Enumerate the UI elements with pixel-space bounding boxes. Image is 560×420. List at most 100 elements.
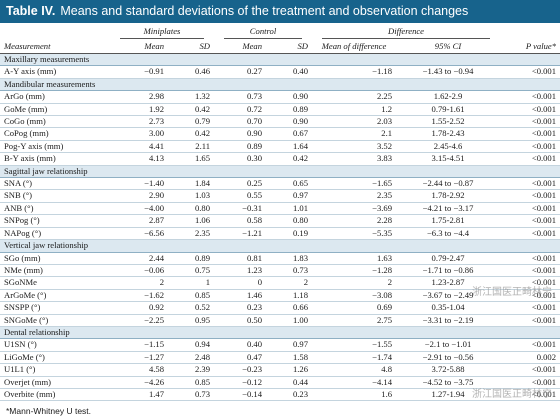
cell-p-value: <0.001 (500, 314, 560, 327)
cell-measurement: SNB (°) (0, 189, 110, 203)
table-row: SNA (°) −1.40 1.84 0.25 0.65 −1.65 −2.44 to −0… (0, 177, 560, 191)
cell-ci: 3.15-4.51 (396, 152, 501, 166)
cell-ci: 1.78-2.92 (396, 189, 501, 203)
table-row: LiGoMe (°) −1.27 2.48 0.47 1.58 −1.74 −2.91 to… (0, 351, 560, 365)
cell-ci: −2.44 to −0.87 (396, 177, 501, 191)
cell-mean-control: 0.89 (214, 140, 267, 154)
cell-sd-control: 0.66 (266, 301, 313, 315)
table-row: ArGoMe (°) −1.62 0.85 1.46 1.18 −3.08 −3.67 to… (0, 289, 560, 303)
cell-sd-control: 1.64 (266, 140, 313, 154)
cell-p-value: <0.001 (500, 202, 560, 216)
cell-mean-difference: −1.28 (312, 264, 397, 278)
cell-mean-control: 0.81 (214, 252, 267, 265)
cell-mean-difference: 0.69 (312, 301, 397, 315)
cell-p-value: <0.001 (500, 189, 560, 203)
cell-mean-control: 1.23 (214, 264, 267, 278)
watermark-text-lower: 浙江国医正畸林宁 (472, 389, 552, 400)
cell-measurement: CoGo (mm) (0, 115, 110, 129)
cell-sd-miniplates: 0.75 (168, 264, 215, 278)
cell-sd-miniplates: 0.95 (168, 314, 215, 327)
cell-sd-control: 0.90 (266, 90, 313, 104)
cell-sd-miniplates: 0.46 (168, 65, 215, 79)
table-row: Pog-Y axis (mm) 4.41 2.11 0.89 1.64 3.52 2.45-… (0, 140, 560, 154)
col-sd-control: SD (266, 39, 313, 54)
cell-sd-miniplates: 1.65 (168, 152, 215, 166)
cell-sd-miniplates: 0.89 (168, 252, 215, 265)
cell-p-value: <0.001 (500, 301, 560, 315)
cell-p-value: <0.001 (500, 252, 560, 265)
cell-mean-control: 0.40 (214, 338, 267, 352)
cell-measurement: Pog-Y axis (mm) (0, 140, 110, 154)
cell-mean-difference: 2.28 (312, 214, 397, 228)
table-row: Overjet (mm) −4.26 0.85 −0.12 0.44 −4.14 −4.52… (0, 376, 560, 389)
cell-mean-difference: 3.83 (312, 152, 397, 166)
cell-mean-control: 0 (214, 276, 267, 290)
cell-mean-miniplates: −1.62 (110, 289, 168, 303)
cell-measurement: LiGoMe (°) (0, 351, 110, 365)
cell-sd-miniplates: 1.03 (168, 189, 215, 203)
cell-mean-control: 0.47 (214, 351, 267, 365)
cell-ci: −3.31 to −2.19 (396, 314, 501, 327)
cell-p-value: <0.001 (500, 140, 560, 154)
cell-mean-miniplates: −1.27 (110, 351, 168, 365)
section-title: Mandibular measurements (0, 78, 560, 92)
cell-mean-control: −1.21 (214, 227, 267, 241)
table-caption: Means and standard deviations of the tre… (60, 4, 469, 18)
table-body: Maxillary measurements A-Y axis (mm) −0.91… (0, 53, 560, 402)
col-p-value: P value* (500, 39, 560, 54)
cell-mean-difference: 1.6 (312, 388, 397, 402)
table-row: SGoNMe 2 1 0 2 2 1.23-2.87 <0.001 (0, 276, 560, 290)
cell-mean-miniplates: −2.25 (110, 314, 168, 327)
cell-mean-miniplates: 1.47 (110, 388, 168, 402)
cell-p-value: <0.001 (500, 227, 560, 241)
cell-mean-miniplates: −4.00 (110, 202, 168, 216)
cell-sd-control: 0.97 (266, 338, 313, 352)
cell-sd-miniplates: 1.06 (168, 214, 215, 228)
cell-measurement: Overjet (mm) (0, 376, 110, 389)
section-header: Maxillary measurements (0, 53, 560, 67)
cell-mean-difference: 2.35 (312, 189, 397, 203)
cell-ci: −2.91 to −0.56 (396, 351, 501, 365)
cell-measurement: Overbite (mm) (0, 388, 110, 402)
cell-measurement: SNA (°) (0, 177, 110, 191)
cell-mean-miniplates: −4.26 (110, 376, 168, 389)
cell-sd-control: 1.26 (266, 363, 313, 377)
section-header: Mandibular measurements (0, 78, 560, 92)
cell-mean-miniplates: 0.92 (110, 301, 168, 315)
col-mean-difference: Mean of difference (312, 39, 397, 54)
cell-ci: −6.3 to −4.4 (396, 227, 501, 241)
table-row: GoMe (mm) 1.92 0.42 0.72 0.89 1.2 0.79-1.61 <0.… (0, 103, 560, 117)
cell-measurement: ArGoMe (°) (0, 289, 110, 303)
cell-measurement: NAPog (°) (0, 227, 110, 241)
section-title: Dental relationship (0, 326, 560, 340)
cell-measurement: U1L1 (°) (0, 363, 110, 377)
group-header-row: Miniplates Control Difference (0, 25, 560, 39)
col-ci: 95% CI (396, 39, 501, 54)
cell-sd-control: 0.67 (266, 127, 313, 141)
cell-sd-control: 0.65 (266, 177, 313, 191)
cell-p-value: <0.001 (500, 177, 560, 191)
table-row: CoGo (mm) 2.73 0.79 0.70 0.90 2.03 1.55-2.52 <0… (0, 115, 560, 129)
cell-mean-miniplates: −0.91 (110, 65, 168, 79)
cell-mean-miniplates: 4.13 (110, 152, 168, 166)
cell-sd-miniplates: 0.73 (168, 388, 215, 402)
table-row: SNB (°) 2.90 1.03 0.55 0.97 2.35 1.78-2.92 <0.0… (0, 189, 560, 203)
cell-ci: −2.1 to −1.01 (396, 338, 501, 352)
group-header-empty-end (500, 25, 560, 39)
cell-mean-difference: 2 (312, 276, 397, 290)
cell-mean-control: 0.73 (214, 90, 267, 104)
cell-mean-difference: 2.03 (312, 115, 397, 129)
cell-p-value: <0.001 (500, 338, 560, 352)
cell-mean-miniplates: −0.06 (110, 264, 168, 278)
cell-mean-difference: 2.25 (312, 90, 397, 104)
cell-measurement: U1SN (°) (0, 338, 110, 352)
group-header-control: Control (214, 25, 312, 39)
cell-sd-control: 0.73 (266, 264, 313, 278)
section-title: Maxillary measurements (0, 53, 560, 67)
table-row: B-Y axis (mm) 4.13 1.65 0.30 0.42 3.83 3.15-4.… (0, 152, 560, 166)
cell-sd-miniplates: 1.32 (168, 90, 215, 104)
cell-sd-control: 1.01 (266, 202, 313, 216)
cell-mean-difference: −1.74 (312, 351, 397, 365)
cell-ci: −1.71 to −0.86 (396, 264, 501, 278)
cell-p-value: <0.001 (500, 289, 560, 303)
